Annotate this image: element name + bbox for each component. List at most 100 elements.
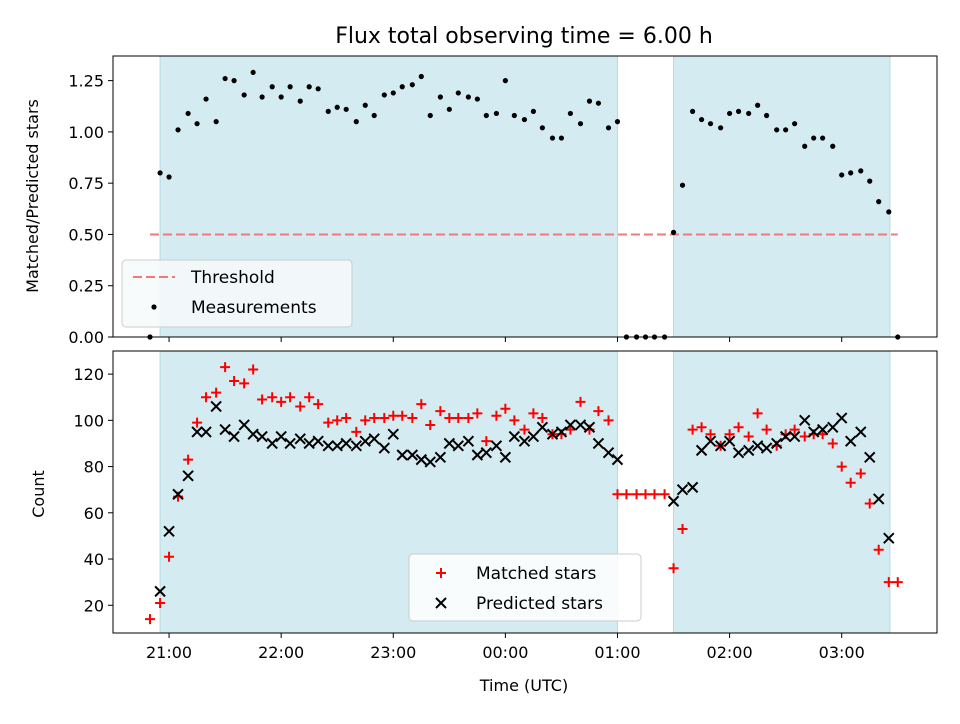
matched-stars-point	[733, 422, 744, 433]
measurement-point	[876, 199, 882, 205]
measurement-point	[278, 94, 284, 100]
legend-matched-swatch	[436, 568, 446, 578]
legend-top: Threshold Measurements	[121, 259, 353, 328]
predicted-stars-point	[508, 430, 521, 443]
top-y-axis-label: Matched/Predicted stars	[23, 99, 42, 293]
measurement-point	[455, 90, 461, 96]
measurement-point	[763, 112, 770, 119]
measurement-point	[811, 135, 817, 141]
y-tick-label: 0.75	[68, 174, 104, 193]
measurement-point	[418, 73, 424, 80]
measurement-point	[250, 69, 256, 76]
predicted-stars-point	[499, 451, 512, 464]
matched-stars-point	[687, 424, 698, 435]
measurement-point	[166, 174, 172, 180]
measurement-point	[427, 112, 433, 119]
measurement-point	[595, 100, 602, 106]
measurement-point	[353, 119, 359, 125]
measurement-point	[175, 127, 181, 133]
measurement-point	[502, 78, 508, 84]
predicted-stars-point	[686, 481, 699, 494]
predicted-stars-point	[592, 437, 605, 450]
x-tick-label: 21:00	[146, 643, 192, 662]
matched-stars-point	[313, 399, 324, 410]
measurement-point	[549, 135, 556, 141]
x-tick-label: 03:00	[819, 643, 865, 662]
predicted-stars-point	[760, 442, 773, 454]
predicted-stars-point	[574, 419, 587, 431]
matched-stars-point	[360, 415, 371, 426]
predicted-stars-point	[751, 440, 764, 452]
matched-stars-point	[668, 563, 679, 574]
matched-stars-point	[304, 392, 315, 403]
legend-threshold-label: Threshold	[190, 268, 275, 288]
predicted-stars-point	[238, 419, 250, 431]
matched-stars-point	[855, 468, 866, 479]
predicted-stars-point	[154, 585, 166, 598]
measurement-point	[521, 116, 528, 123]
matched-stars-point	[575, 396, 586, 407]
measurement-point	[269, 84, 275, 90]
predicted-stars-point	[312, 435, 324, 447]
measurement-point	[297, 98, 303, 104]
predicted-stars-point	[770, 437, 783, 450]
measurement-point	[287, 84, 293, 90]
matched-stars-point	[491, 410, 502, 421]
measurement-point	[614, 119, 621, 125]
legend-measurements-swatch	[151, 304, 157, 310]
matched-stars-point	[799, 431, 810, 442]
matched-stars-point	[621, 489, 632, 500]
predicted-stars-point	[555, 426, 568, 438]
matched-stars-point	[397, 410, 408, 421]
measurement-point	[558, 135, 565, 141]
matched-stars-point	[332, 415, 343, 426]
predicted-stars-point	[695, 444, 708, 457]
measurement-point	[474, 96, 480, 102]
predicted-stars-point	[163, 525, 175, 538]
y-tick-label: 60	[84, 504, 104, 523]
predicted-stars-point	[443, 437, 456, 450]
matched-stars-point	[369, 413, 380, 424]
predicted-stars-point	[266, 437, 278, 450]
predicted-stars-point	[864, 451, 876, 464]
matched-stars-point	[519, 424, 530, 435]
figure-title: Flux total observing time = 6.00 h	[335, 24, 713, 49]
predicted-stars-point	[210, 400, 222, 413]
bottom-panel-star-counts: 20 40 60 80 100 120 21:00 22:00 23:00 00:00 01:00 0…	[73, 350, 938, 662]
measurement-point	[867, 178, 873, 184]
measurement-point	[726, 110, 733, 117]
matched-stars-point	[873, 544, 884, 555]
matched-stars-point	[724, 429, 735, 440]
matched-stars-point	[705, 429, 716, 440]
measurement-point	[586, 98, 593, 104]
measurement-point	[325, 108, 331, 114]
predicted-stars-point	[732, 446, 745, 459]
measurement-point	[670, 229, 677, 235]
matched-stars-point	[631, 489, 642, 500]
predicted-stars-point	[611, 453, 624, 466]
y-tick-label: 1.25	[68, 72, 104, 91]
predicted-stars-point	[527, 430, 540, 443]
matched-stars-point	[640, 489, 651, 500]
matched-stars-point	[248, 364, 259, 375]
x-tick-label: 23:00	[370, 643, 416, 662]
measurement-point	[185, 110, 191, 117]
y-tick-label: 120	[73, 365, 104, 384]
measurement-point	[820, 135, 826, 141]
predicted-stars-point	[406, 449, 419, 461]
matched-stars-point	[743, 431, 754, 442]
measurement-point	[483, 112, 489, 119]
predicted-stars-point	[546, 428, 559, 440]
measurement-point	[222, 75, 228, 82]
predicted-stars-point	[247, 428, 259, 440]
measurement-point	[830, 143, 836, 149]
axes-frame	[112, 55, 938, 338]
bottom-y-axis-label: Count	[29, 470, 48, 518]
predicted-stars-point	[424, 456, 436, 468]
matched-stars-point	[593, 406, 604, 417]
measurement-point	[306, 84, 312, 90]
predicted-stars-point	[807, 426, 820, 438]
measurement-point	[437, 94, 443, 100]
measurement-point	[783, 127, 789, 133]
